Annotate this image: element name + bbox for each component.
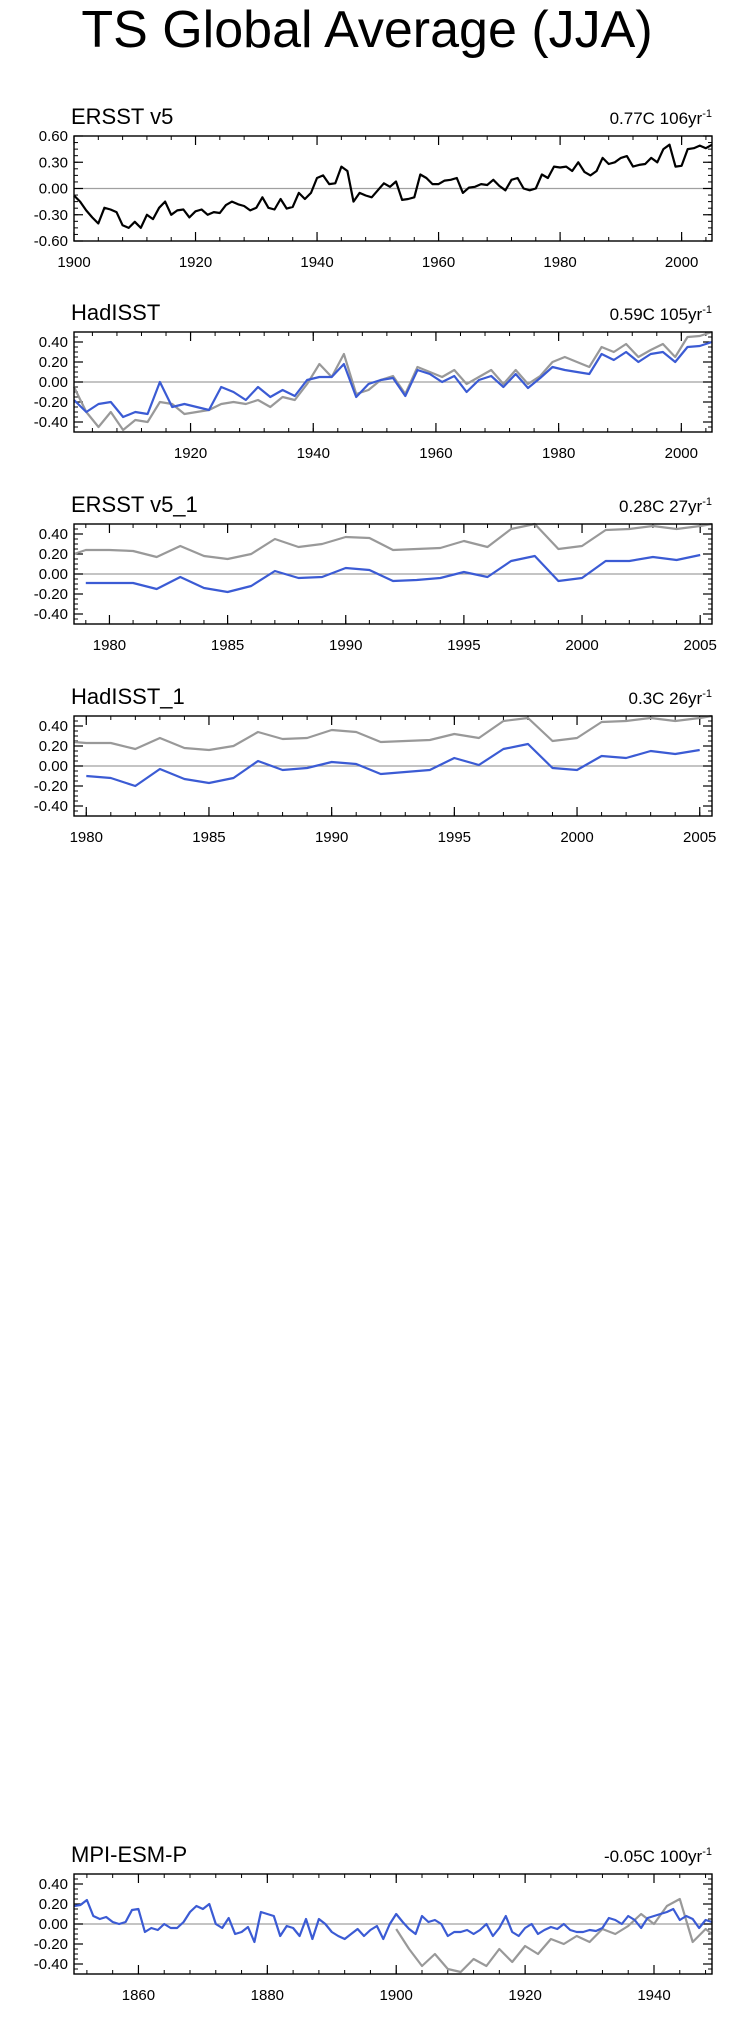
x-tick-label: 2005 <box>683 829 716 846</box>
series-line-2 <box>73 340 713 419</box>
series-line-2 <box>73 1898 713 1944</box>
x-tick-label: 1940 <box>297 445 330 462</box>
trend-value: 0.3C 26yr <box>629 689 703 708</box>
y-tick-label: 0.00 <box>39 1916 68 1933</box>
panel-title: ERSST v5_1 <box>71 492 198 517</box>
series-line-1 <box>73 330 713 432</box>
y-tick-label: -0.20 <box>34 586 68 603</box>
y-tick-label: 0.20 <box>39 354 68 371</box>
y-tick-label: 0.00 <box>39 181 68 198</box>
trend-label: 0.28C 27yr-1 <box>619 496 712 516</box>
trend-label: 0.59C 105yr-1 <box>610 304 712 324</box>
trend-exponent: -1 <box>702 688 712 700</box>
chart-panel-ersst-v5: ERSST v5 0.77C 106yr-1 1900 1920 1940 1960 198… <box>34 104 713 271</box>
page-title: TS Global Average (JJA) <box>81 1 653 59</box>
y-tick-label: -0.40 <box>34 1956 68 1973</box>
x-tick-label: 1980 <box>70 829 103 846</box>
y-tick-label: -0.40 <box>34 414 68 431</box>
x-tick-label: 1960 <box>419 445 452 462</box>
trend-value: -0.05C 100yr <box>604 1847 703 1866</box>
x-tick-label: 1920 <box>179 254 212 271</box>
chart-panel-hadisst-1: HadISST_1 0.3C 26yr-1 1980 1985 1990 1995 2000… <box>34 684 717 846</box>
x-tick-label: 2000 <box>665 254 698 271</box>
series-line-1 <box>73 143 713 229</box>
x-tick-label: 1920 <box>508 1987 541 2004</box>
series-line-1 <box>73 522 713 561</box>
x-tick-label: 2000 <box>565 637 598 654</box>
y-tick-label: 0.00 <box>39 374 68 391</box>
x-tick-label: 1990 <box>315 829 348 846</box>
series-line-2 <box>85 553 701 594</box>
x-tick-label: 1985 <box>211 637 244 654</box>
x-tick-label: 1860 <box>122 1987 155 2004</box>
y-tick-label: 0.20 <box>39 1896 68 1913</box>
trend-label: -0.05C 100yr-1 <box>604 1846 712 1866</box>
panel-title: MPI-ESM-P <box>71 1842 187 1867</box>
plot-frame <box>73 135 713 242</box>
y-tick-label: -0.20 <box>34 778 68 795</box>
x-tick-label: 2000 <box>665 445 698 462</box>
x-tick-label: 2000 <box>560 829 593 846</box>
y-tick-label: 0.20 <box>39 738 68 755</box>
y-tick-label: 0.30 <box>39 154 68 171</box>
x-tick-label: 2005 <box>683 637 716 654</box>
x-tick-label: 1995 <box>438 829 471 846</box>
y-tick-label: 0.40 <box>39 1876 68 1893</box>
trend-value: 0.77C 106yr <box>610 109 703 128</box>
x-tick-label: 1900 <box>57 254 90 271</box>
series-line-1 <box>395 1897 713 1974</box>
y-tick-label: 0.40 <box>39 718 68 735</box>
y-tick-label: -0.20 <box>34 394 68 411</box>
x-tick-label: 1980 <box>543 254 576 271</box>
y-tick-label: -0.60 <box>34 233 68 250</box>
y-tick-label: 0.40 <box>39 334 68 351</box>
plot-frame <box>73 715 713 817</box>
trend-exponent: -1 <box>702 304 712 316</box>
x-tick-label: 1880 <box>251 1987 284 2004</box>
trend-value: 0.59C 105yr <box>610 305 703 324</box>
x-tick-label: 1960 <box>422 254 455 271</box>
x-tick-label: 1990 <box>329 637 362 654</box>
x-tick-label: 1900 <box>380 1987 413 2004</box>
x-tick-label: 1980 <box>93 637 126 654</box>
y-tick-label: 0.40 <box>39 526 68 543</box>
x-tick-label: 1940 <box>300 254 333 271</box>
panel-title: HadISST_1 <box>71 684 185 709</box>
trend-label: 0.3C 26yr-1 <box>629 688 712 708</box>
chart-panel-mpi-esm-p: MPI-ESM-P -0.05C 100yr-1 1860 1880 1900 1920 1… <box>34 1842 713 2004</box>
series-line-1 <box>73 714 713 752</box>
x-tick-label: 1995 <box>447 637 480 654</box>
y-tick-label: -0.40 <box>34 606 68 623</box>
y-tick-label: -0.40 <box>34 798 68 815</box>
trend-label: 0.77C 106yr-1 <box>610 108 712 128</box>
plot-frame <box>73 1873 713 1975</box>
y-tick-label: -0.20 <box>34 1936 68 1953</box>
y-tick-label: 0.00 <box>39 566 68 583</box>
x-tick-label: 1980 <box>542 445 575 462</box>
trend-value: 0.28C 27yr <box>619 497 702 516</box>
trend-exponent: -1 <box>702 496 712 508</box>
x-tick-label: 1920 <box>174 445 207 462</box>
series-line-2 <box>86 742 700 788</box>
chart-panel-ersst-v5-1: ERSST v5_1 0.28C 27yr-1 1980 1985 1990 1995 20… <box>34 492 717 654</box>
panel-title: ERSST v5 <box>71 104 173 129</box>
y-tick-label: 0.00 <box>39 758 68 775</box>
plot-frame <box>73 331 713 433</box>
panel-title: HadISST <box>71 300 160 325</box>
x-tick-label: 1985 <box>192 829 225 846</box>
trend-exponent: -1 <box>702 1846 712 1858</box>
chart-panel-hadisst: HadISST 0.59C 105yr-1 1920 1940 1960 1980 2000… <box>34 300 713 462</box>
x-tick-label: 1940 <box>637 1987 670 2004</box>
trend-exponent: -1 <box>702 108 712 120</box>
y-tick-label: 0.60 <box>39 128 68 145</box>
y-tick-label: 0.20 <box>39 546 68 563</box>
plot-frame <box>73 523 713 625</box>
y-tick-label: -0.30 <box>34 207 68 224</box>
